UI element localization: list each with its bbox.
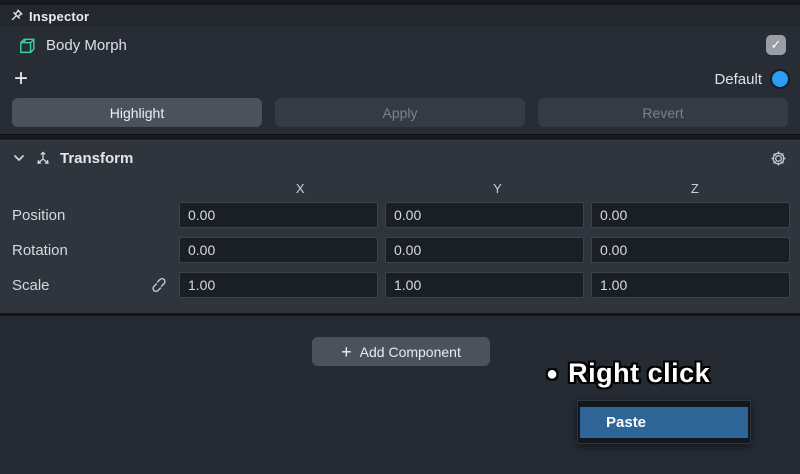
transform-section: Transform X Y Z Position (0, 141, 800, 313)
context-menu: Paste (577, 400, 751, 444)
default-label: Default (714, 70, 762, 88)
position-label: Position (12, 206, 66, 224)
bullet-icon: ● (546, 362, 559, 385)
component-row: Body Morph ✓ (0, 27, 800, 63)
position-row: Position (0, 202, 800, 228)
link-icon[interactable] (150, 276, 168, 294)
action-buttons: Highlight Apply Revert (0, 95, 800, 127)
transform-header[interactable]: Transform (0, 141, 800, 175)
position-z-input[interactable] (591, 202, 790, 228)
scale-row: Scale (0, 272, 800, 298)
add-button[interactable]: + (14, 65, 29, 92)
rotation-x-input[interactable] (179, 237, 378, 263)
component-enabled-checkbox[interactable]: ✓ (766, 35, 786, 55)
chevron-down-icon[interactable] (12, 151, 26, 165)
annotation-text: Right click (568, 358, 711, 388)
add-component-button[interactable]: + Add Component (312, 337, 490, 366)
bottom-section: + Add Component (0, 316, 800, 474)
inspector-titlebar: Inspector (0, 0, 800, 27)
column-header-y: Y (493, 181, 502, 196)
right-click-annotation: ● Right click (546, 358, 710, 389)
position-x-input[interactable] (179, 202, 378, 228)
section-divider (0, 313, 800, 316)
pin-icon[interactable] (8, 8, 24, 24)
section-divider (0, 134, 800, 141)
gear-icon[interactable] (769, 149, 788, 168)
add-row: + Default (0, 63, 800, 95)
rotation-y-input[interactable] (385, 237, 584, 263)
component-section: Body Morph ✓ + Default Highlight Apply R… (0, 27, 800, 134)
scale-z-input[interactable] (591, 272, 790, 298)
scale-label: Scale (12, 276, 50, 294)
transform-axes-icon (34, 149, 52, 167)
scale-x-input[interactable] (179, 272, 378, 298)
rotation-label: Rotation (12, 241, 68, 259)
link-slot (150, 276, 179, 294)
component-name: Body Morph (46, 36, 127, 54)
position-y-input[interactable] (385, 202, 584, 228)
panel-title: Inspector (29, 8, 90, 24)
transform-title: Transform (60, 149, 134, 167)
column-header-z: Z (690, 181, 699, 196)
plus-icon: + (341, 341, 352, 362)
cube-icon (17, 36, 36, 55)
revert-button[interactable]: Revert (538, 98, 788, 127)
rotation-z-input[interactable] (591, 237, 790, 263)
apply-button[interactable]: Apply (275, 98, 525, 127)
scale-y-input[interactable] (385, 272, 584, 298)
column-header-x: X (295, 181, 305, 196)
default-radio[interactable] (772, 71, 788, 87)
rotation-row: Rotation (0, 237, 800, 263)
add-component-label: Add Component (359, 343, 461, 360)
highlight-button[interactable]: Highlight (12, 98, 262, 127)
menu-item-paste[interactable]: Paste (580, 406, 748, 438)
axis-column-headers: X Y Z (0, 175, 800, 202)
